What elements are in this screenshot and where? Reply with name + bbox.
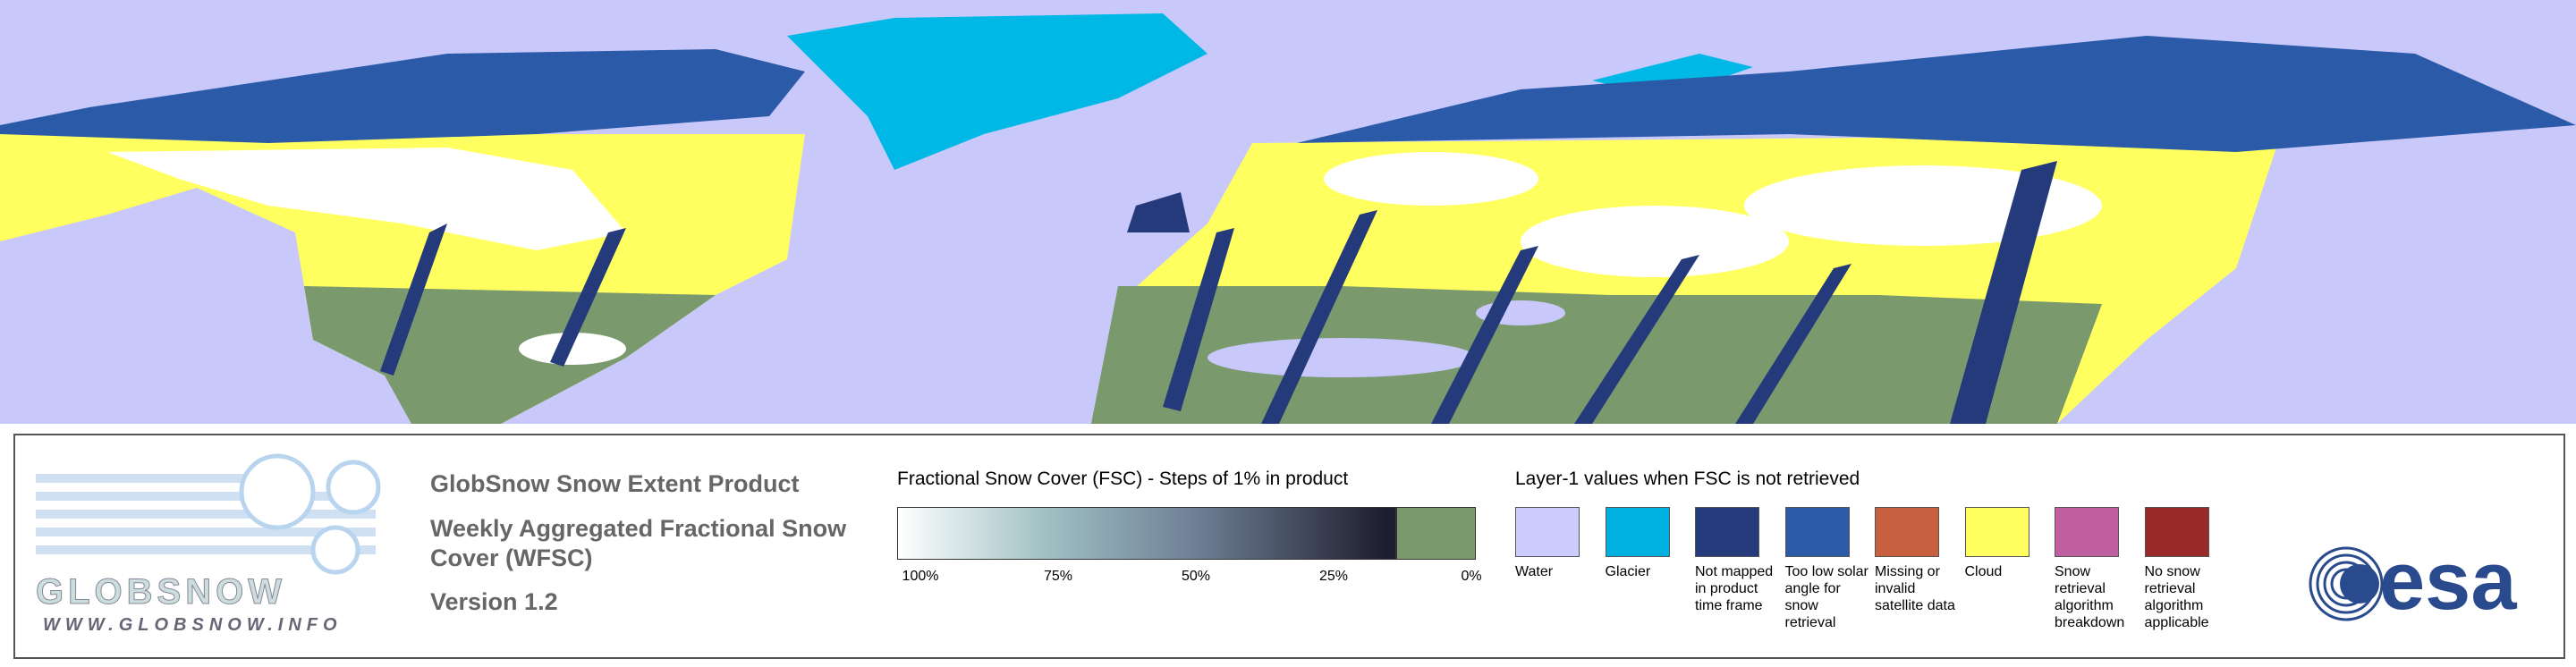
layer1-label: Water — [1515, 564, 1554, 579]
legend-panel — [13, 434, 2565, 659]
layer1-swatch — [1784, 507, 1850, 557]
logo-url: WWW.GLOBSNOW.INFO — [43, 615, 343, 635]
fsc-tick-label: 50% — [1181, 569, 1211, 584]
esa-name: esa — [2379, 536, 2517, 627]
esa-swirl — [2309, 546, 2384, 621]
layer1-swatch — [2055, 507, 2119, 557]
fsc-tick-label: 100% — [902, 569, 939, 584]
logo-graphic — [36, 453, 381, 575]
fsc-gradient — [897, 507, 1396, 560]
layer1-label: No snow retrieval algorithm applicable — [2144, 564, 2209, 630]
layer1-label: Not mapped in product time frame — [1695, 564, 1774, 613]
fsc-tick-label: 75% — [1043, 569, 1073, 584]
fsc-tick-label: 25% — [1318, 569, 1349, 584]
layer1-label: Glacier — [1605, 564, 1651, 579]
fsc-tick-label: 0% — [1461, 569, 1482, 584]
product-version: Version 1.2 — [430, 588, 558, 615]
product-subtitle: Weekly Aggregated Fractional Snow Cover … — [430, 515, 847, 571]
layer1-label: Missing or invalid satellite data — [1875, 564, 1955, 613]
layer1-swatch — [1605, 507, 1670, 557]
logo-name: GLOBSNOW — [36, 572, 286, 612]
layer1-label: Cloud — [1964, 564, 2003, 579]
layer1-swatch — [1695, 507, 1759, 557]
layer1-swatch — [2144, 507, 2209, 557]
layer1-swatch — [1515, 507, 1580, 557]
fsc-zero-block — [1396, 507, 1476, 560]
fsc-title: Fractional Snow Cover (FSC) - Steps of 1… — [897, 469, 1349, 489]
layer1-swatch — [1964, 507, 2029, 557]
layer1-title: Layer-1 values when FSC is not retrieved — [1515, 469, 1860, 489]
layer1-label: Too low solar angle for snow retrieval — [1784, 564, 1868, 630]
layer1-swatch — [1875, 507, 1939, 557]
product-title: GlobSnow Snow Extent Product — [430, 470, 800, 497]
map — [0, 0, 2576, 424]
layer1-label: Snow retrieval algorithm breakdown — [2055, 564, 2125, 630]
